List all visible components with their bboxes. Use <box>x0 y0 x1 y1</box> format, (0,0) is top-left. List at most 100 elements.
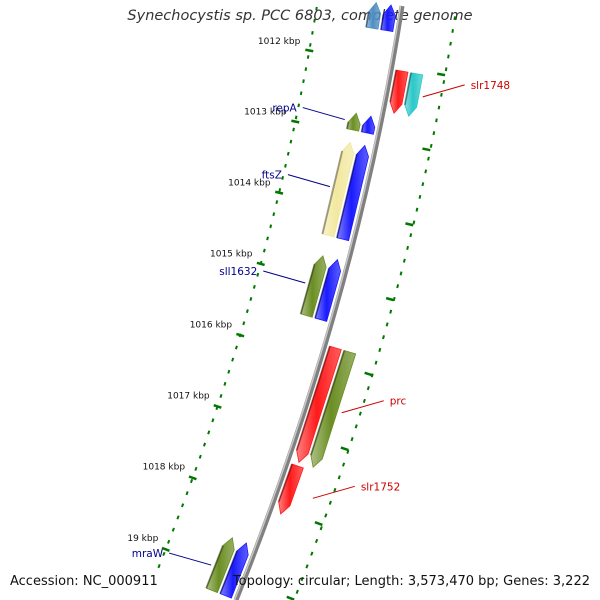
scale-tick <box>256 261 265 267</box>
scale-label: 1018 kbp <box>143 463 186 473</box>
rail-dot-left <box>304 67 308 71</box>
rail-dot-left <box>211 418 215 423</box>
rail-dot-left <box>167 539 171 544</box>
scale-label: 1012 kbp <box>258 37 301 47</box>
scale-tick <box>364 371 373 377</box>
rail-dot-left <box>315 6 318 11</box>
rail-dot-right <box>440 92 443 97</box>
rail-dot-right <box>402 258 406 263</box>
rail-dot-left <box>262 248 266 253</box>
rail-dot-right <box>449 41 452 46</box>
rail-dot-left <box>189 478 194 484</box>
gene-arrow <box>346 112 361 132</box>
scale-tick <box>422 147 431 152</box>
gene-leader-line <box>422 84 465 98</box>
gene-arrow-edge <box>205 545 224 589</box>
gene-label-prc: prc <box>390 396 407 408</box>
rail-dot-right <box>319 526 323 531</box>
rail-dot-left <box>272 212 276 217</box>
rail-dot-left <box>223 381 227 386</box>
rail-dot-left <box>249 297 253 301</box>
rail-dot-right <box>435 118 438 123</box>
gene-arrow-edge <box>314 267 330 319</box>
gene-label-sll1632: sll1632 <box>219 266 257 278</box>
rail-dot-right <box>389 309 393 314</box>
rail-dot-right <box>374 360 378 365</box>
rail-dot-right <box>437 105 441 110</box>
gene-arrow <box>219 542 249 599</box>
rail-dot-left <box>176 515 180 520</box>
rail-dot-right <box>324 513 328 518</box>
rail-dot-right <box>385 322 389 327</box>
rail-dot-right <box>378 347 382 353</box>
topology-text: Topology: circular; Length: 3,573,470 bp… <box>232 574 590 589</box>
rail-dot-right <box>406 245 410 250</box>
gene-label-ftsZ: ftsZ <box>262 170 282 182</box>
accession-text: Accession: NC_000911 <box>10 574 158 589</box>
rail-dot-right <box>447 54 450 59</box>
rail-dot-right <box>333 487 337 493</box>
scale-tick <box>188 475 197 481</box>
rail-dot-right <box>328 500 332 505</box>
rail-dot-left <box>242 321 246 326</box>
gene-arrow-edge <box>277 463 293 503</box>
rail-dot-left <box>234 345 238 350</box>
gene-arrow-edge <box>309 350 346 456</box>
rail-dot-right <box>418 194 422 199</box>
rail-dot-right <box>424 169 428 174</box>
rail-dot-left <box>306 55 310 59</box>
backbone-highlight <box>233 5 402 600</box>
gene-label-slr1748: slr1748 <box>471 80 510 92</box>
rail-dot-right <box>350 437 354 442</box>
scale-label: 1013 kbp <box>244 108 287 118</box>
scale-label: 1017 kbp <box>167 391 210 401</box>
scale-label: 1016 kbp <box>190 320 233 330</box>
gene-leader-line <box>302 107 345 121</box>
rail-dot-right <box>366 386 370 391</box>
rail-dot-left <box>278 188 282 192</box>
rail-dot-right <box>444 67 448 72</box>
rail-dot-left <box>286 151 290 156</box>
scale-tick <box>161 546 170 552</box>
rail-dot-left <box>292 127 295 132</box>
rail-dot-right <box>362 398 366 403</box>
gene-leader-line <box>263 270 306 284</box>
rail-dot-right <box>409 233 413 238</box>
rail-dot-left <box>297 103 301 108</box>
rail-dot-left <box>256 272 260 277</box>
rail-dot-left <box>227 369 231 374</box>
gene-arrow-edge <box>360 124 365 133</box>
gene-arrow <box>314 258 342 322</box>
rail-dot-left <box>309 43 312 47</box>
rail-dot-right <box>415 207 419 212</box>
rail-dot-right <box>358 411 362 416</box>
rail-dot-right <box>295 589 299 594</box>
rail-dot-left <box>157 564 161 569</box>
backbone-line <box>233 5 405 600</box>
rail-dot-right <box>399 271 403 276</box>
rail-dot-left <box>198 454 202 459</box>
gene-arrow-edge <box>403 72 412 106</box>
rail-dot-right <box>442 80 446 85</box>
rail-dot-left <box>202 442 207 447</box>
rail-dot-right <box>412 220 416 225</box>
rail-dot-left <box>275 200 279 205</box>
rail-dot-right <box>300 576 304 582</box>
gene-arrow-edge <box>365 11 370 28</box>
gene-arrow-edge <box>389 69 398 103</box>
rail-dot-left <box>194 466 198 471</box>
rail-dot-left <box>185 491 189 496</box>
rail-dot-right <box>337 475 341 480</box>
rail-dot-left <box>231 357 235 362</box>
rail-dot-left <box>162 551 166 557</box>
rail-dot-right <box>310 551 314 556</box>
gene-arrow <box>321 141 355 238</box>
scale-tick <box>291 119 300 124</box>
gene-arrow <box>389 69 409 115</box>
scale-tick <box>274 190 284 195</box>
rail-dot-right <box>427 156 430 161</box>
rail-dot-left <box>266 236 269 241</box>
gene-arrow-edge <box>295 345 331 451</box>
